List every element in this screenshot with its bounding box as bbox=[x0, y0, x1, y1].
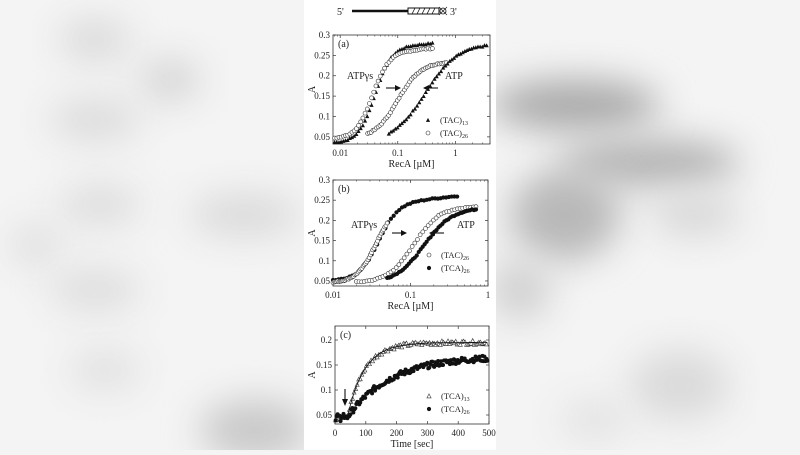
x-axis-label: RecA [µM] bbox=[387, 301, 433, 312]
y-tick-label: 0.15 bbox=[316, 360, 332, 370]
bg-blob bbox=[10, 225, 60, 265]
bg-blob bbox=[560, 400, 630, 440]
x-tick-label: 400 bbox=[451, 428, 465, 438]
bg-blob bbox=[490, 260, 550, 320]
y-tick-label: 0.25 bbox=[314, 195, 330, 205]
legend-label: (TCA)26 bbox=[441, 263, 470, 275]
y-tick-label: 0.05 bbox=[316, 410, 332, 420]
y-tick-label: 0.1 bbox=[319, 256, 330, 266]
data-series bbox=[332, 40, 489, 145]
y-tick-label: 0.1 bbox=[321, 385, 332, 395]
x-axis-label: RecA [µM] bbox=[388, 159, 434, 170]
y-tick-label: 0.05 bbox=[314, 276, 330, 286]
y-axis: 0.05 0.1 0.15 0.2 0.25 0.3 A bbox=[307, 175, 488, 286]
x-tick-label: 0.01 bbox=[332, 148, 348, 158]
plot-frame bbox=[334, 325, 490, 425]
y-tick-label: 0.2 bbox=[319, 215, 330, 225]
bg-blob bbox=[630, 350, 730, 420]
legend-label: (TCA)26 bbox=[441, 404, 470, 416]
arrow-right-icon bbox=[401, 230, 407, 236]
atp-label: ATP bbox=[457, 220, 475, 231]
plot-b: 0.05 0.1 0.15 0.2 0.25 0.3 A 0.01 0.1 1 RecA [µM] (… bbox=[307, 175, 490, 312]
bg-blob bbox=[140, 60, 200, 100]
x-tick-label: 0 bbox=[333, 428, 338, 438]
plot-a: 0.05 0.1 0.15 0.2 0.25 0.3 A 0.01 0.1 1 RecA [µM] (… bbox=[307, 30, 491, 170]
annotations bbox=[342, 389, 348, 406]
fit-line bbox=[346, 342, 488, 418]
three-prime-label: 3' bbox=[450, 7, 457, 18]
legend-label: (TCA)13 bbox=[441, 391, 470, 403]
atp-label: ATP bbox=[445, 71, 463, 82]
y-axis: 0.05 0.1 0.15 0.2 0.25 0.3 A bbox=[307, 30, 490, 142]
bg-blob bbox=[650, 195, 740, 235]
x-tick-label: 100 bbox=[359, 428, 373, 438]
bg-blob bbox=[200, 400, 310, 450]
x-tick-label: 1 bbox=[486, 290, 491, 300]
y-axis-label: A bbox=[307, 85, 318, 93]
bg-blob bbox=[510, 170, 620, 260]
y-tick-label: 0.15 bbox=[314, 91, 330, 101]
arrow-left-icon bbox=[429, 230, 435, 236]
x-tick-label: 0.1 bbox=[405, 290, 416, 300]
x-axis-label: Time [sec] bbox=[391, 439, 434, 450]
figure-svg: 5' 3' 0.05 0.1 0.15 0.2 0.25 0.3 A 0.01 0.1 1 RecA… bbox=[307, 6, 496, 450]
bg-blob bbox=[490, 80, 660, 130]
y-tick-label: 0.2 bbox=[319, 71, 330, 81]
bg-blob bbox=[190, 195, 300, 235]
bg-blob bbox=[60, 20, 130, 60]
plot-c: 0.05 0.1 0.15 0.2 A 0 100 200 300 400 500 Time [sec… bbox=[307, 325, 496, 450]
bg-blob bbox=[60, 185, 140, 225]
panel-label: (a) bbox=[338, 39, 349, 50]
x-tick-label: 0.01 bbox=[325, 290, 341, 300]
x-tick-label: 0.1 bbox=[392, 148, 403, 158]
x-tick-label: 1 bbox=[453, 148, 458, 158]
atpgs-label: ATPγs bbox=[351, 220, 377, 231]
y-tick-label: 0.3 bbox=[319, 175, 331, 185]
y-tick-label: 0.3 bbox=[319, 30, 331, 40]
figure-panel: 5' 3' 0.05 0.1 0.15 0.2 0.25 0.3 A 0.01 0.1 1 RecA… bbox=[304, 0, 496, 450]
data-series bbox=[333, 337, 490, 424]
atpgs-label: ATPγs bbox=[347, 71, 373, 82]
legend: (TAC)26(TCA)26 bbox=[426, 250, 470, 275]
legend-label: (TAC)13 bbox=[440, 115, 468, 127]
legend: (TAC)13(TAC)26 bbox=[425, 115, 468, 140]
y-tick-label: 0.25 bbox=[314, 50, 330, 60]
arrow-left-icon bbox=[423, 85, 429, 91]
x-axis: 0.01 0.1 1 RecA [µM] bbox=[325, 180, 490, 312]
annotations: ATPγs ATP bbox=[351, 220, 475, 236]
legend: (TCA)13(TCA)26 bbox=[426, 391, 470, 416]
dna-construct-diagram: 5' 3' bbox=[337, 6, 457, 18]
y-axis: 0.05 0.1 0.15 0.2 A bbox=[307, 335, 489, 420]
five-prime-label: 5' bbox=[337, 7, 344, 18]
data-series bbox=[330, 194, 479, 285]
plot-frame bbox=[332, 34, 491, 145]
x-tick-label: 500 bbox=[482, 428, 496, 438]
y-tick-label: 0.05 bbox=[314, 132, 330, 142]
legend-label: (TAC)26 bbox=[441, 250, 469, 262]
bg-blob bbox=[50, 100, 140, 140]
y-tick-label: 0.15 bbox=[314, 236, 330, 246]
annotations: ATPγs ATP bbox=[347, 71, 463, 91]
panel-label: (c) bbox=[340, 330, 351, 341]
x-tick-label: 300 bbox=[421, 428, 435, 438]
y-axis-label: A bbox=[307, 371, 318, 379]
arrow-down-icon bbox=[342, 399, 348, 406]
x-axis: 0 100 200 300 400 500 Time [sec] bbox=[333, 326, 496, 450]
bg-blob bbox=[70, 350, 140, 390]
y-tick-label: 0.2 bbox=[321, 335, 332, 345]
arrow-right-icon bbox=[395, 85, 401, 91]
y-tick-label: 0.1 bbox=[319, 111, 330, 121]
bg-blob bbox=[50, 270, 140, 310]
panel-label: (b) bbox=[338, 184, 350, 195]
legend-label: (TAC)26 bbox=[440, 128, 468, 140]
x-tick-label: 200 bbox=[390, 428, 404, 438]
x-axis: 0.01 0.1 1 RecA [µM] bbox=[332, 35, 491, 170]
y-axis-label: A bbox=[307, 229, 318, 237]
